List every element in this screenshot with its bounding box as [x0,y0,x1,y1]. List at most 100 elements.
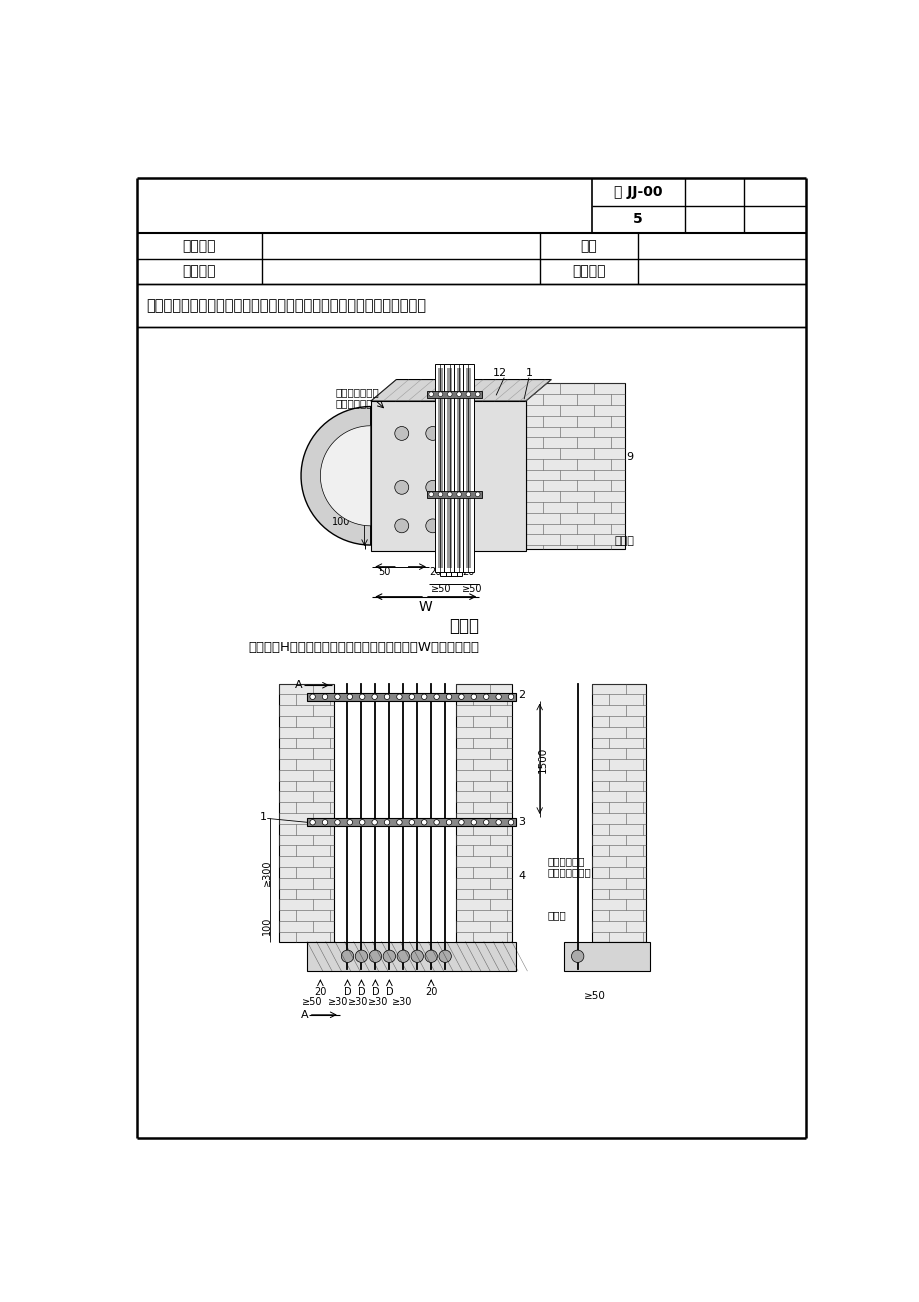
Bar [307,819,516,827]
Circle shape [571,950,584,962]
Circle shape [341,950,353,962]
Text: 1: 1 [260,812,267,822]
Circle shape [456,392,461,397]
Text: 注：图中H表示电缆桥架、封闭式母线等高度，W表示其宽度。: 注：图中H表示电缆桥架、封闭式母线等高度，W表示其宽度。 [248,641,479,654]
Bar [426,391,481,398]
Circle shape [428,392,433,397]
Circle shape [425,950,437,962]
Text: 100: 100 [332,461,350,471]
Circle shape [394,480,408,495]
Text: 火堵料或石棉绳: 火堵料或石棉绳 [547,867,591,878]
Circle shape [475,392,480,397]
Text: 交底提要：电气层井安装的相关材料、机具准备、质量要求及施工工艺。: 交底提要：电气层井安装的相关材料、机具准备、质量要求及施工工艺。 [146,298,425,312]
Text: 施工: 施工 [580,240,596,253]
Circle shape [411,950,423,962]
Text: ≥30: ≥30 [328,997,348,1008]
Circle shape [438,950,451,962]
Text: 4: 4 [517,871,525,881]
Circle shape [371,819,377,825]
Bar [456,368,461,568]
Circle shape [466,392,471,397]
Circle shape [396,694,402,699]
Text: 100: 100 [332,517,350,527]
Bar [307,693,516,700]
Circle shape [369,950,381,962]
Text: 混凝土: 混凝土 [547,910,565,919]
Text: 20: 20 [314,987,326,997]
Text: D: D [357,987,365,997]
Circle shape [346,694,352,699]
Circle shape [396,819,402,825]
Circle shape [382,950,395,962]
Bar [466,368,471,568]
Bar [437,368,442,568]
Bar [456,684,511,941]
Text: 交底部位: 交底部位 [183,264,216,279]
Text: 1500: 1500 [538,746,547,772]
Circle shape [394,427,408,440]
Bar [426,491,481,499]
Polygon shape [320,426,370,526]
Circle shape [459,819,463,825]
Bar [447,368,451,568]
Circle shape [495,819,501,825]
Text: 1: 1 [525,368,532,379]
Bar [307,941,516,971]
Polygon shape [301,406,370,546]
Circle shape [456,492,461,496]
Text: ≥50: ≥50 [584,991,605,1000]
Text: ≥30: ≥30 [347,997,369,1008]
Text: 管口内封堵防火: 管口内封堵防火 [335,388,380,397]
Text: 管口内封堵防: 管口内封堵防 [547,855,584,866]
Circle shape [310,694,315,699]
Circle shape [434,819,439,825]
Text: 2: 2 [517,690,525,700]
Polygon shape [370,380,550,401]
Circle shape [447,392,451,397]
Bar [435,365,446,572]
Circle shape [495,694,501,699]
Circle shape [425,519,439,533]
Circle shape [409,694,414,699]
Circle shape [466,492,471,496]
Text: 工程名称: 工程名称 [183,240,216,253]
Text: D: D [344,987,351,997]
Text: 鲁 JJ-00: 鲁 JJ-00 [613,185,662,199]
Text: 图示一: 图示一 [448,617,478,635]
Circle shape [437,492,442,496]
Circle shape [359,694,365,699]
Circle shape [508,819,513,825]
Text: W: W [417,600,431,613]
Bar [370,401,525,551]
Text: D: D [385,987,392,997]
Circle shape [384,694,390,699]
Text: 5: 5 [632,212,642,227]
Text: 20: 20 [425,987,437,997]
Text: 20: 20 [461,568,474,577]
Circle shape [371,694,377,699]
Circle shape [428,492,433,496]
Circle shape [409,819,414,825]
Circle shape [434,694,439,699]
Circle shape [359,819,365,825]
Text: A: A [295,680,302,690]
Circle shape [508,694,513,699]
Circle shape [483,819,488,825]
Bar [591,684,645,941]
Circle shape [447,492,451,496]
Text: ≥30: ≥30 [391,997,412,1008]
Text: A: A [301,1010,308,1019]
Text: ≥50: ≥50 [431,585,451,594]
Circle shape [355,950,368,962]
Text: 100: 100 [262,917,272,935]
Text: D: D [371,987,379,997]
Circle shape [335,819,340,825]
Circle shape [446,694,451,699]
Circle shape [483,694,488,699]
Circle shape [471,694,476,699]
Circle shape [425,427,439,440]
Text: ≥50: ≥50 [302,997,323,1008]
Bar [453,365,464,572]
Text: 堵料或石棉绳: 堵料或石棉绳 [335,398,373,409]
Bar [444,365,455,572]
